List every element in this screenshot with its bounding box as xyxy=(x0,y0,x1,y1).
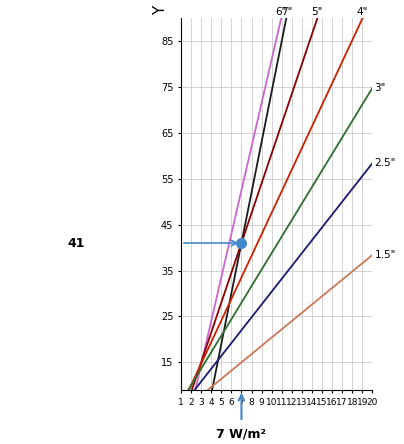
Y-axis label: Y: Y xyxy=(153,6,168,16)
Text: 2.5": 2.5" xyxy=(375,158,396,168)
Text: 1.5": 1.5" xyxy=(375,250,396,260)
Text: 6": 6" xyxy=(276,7,287,17)
Text: 7": 7" xyxy=(281,7,292,17)
Text: 5": 5" xyxy=(311,7,323,17)
Text: 3": 3" xyxy=(375,83,386,93)
Text: 41: 41 xyxy=(68,237,85,250)
Text: 4": 4" xyxy=(357,7,368,17)
Text: 7 W/m²: 7 W/m² xyxy=(217,427,266,440)
